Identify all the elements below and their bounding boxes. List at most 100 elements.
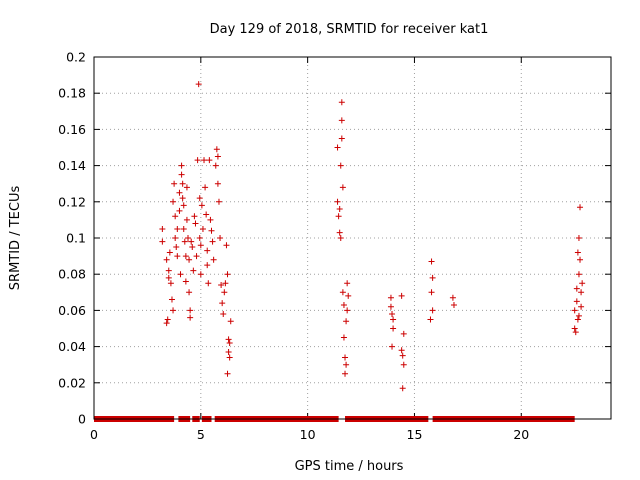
data-point bbox=[176, 207, 183, 214]
y-tick-label: 0 bbox=[78, 412, 86, 427]
data-point bbox=[191, 213, 198, 220]
data-point bbox=[338, 117, 345, 124]
data-point bbox=[187, 314, 194, 321]
data-point bbox=[176, 189, 183, 196]
data-point bbox=[339, 289, 346, 296]
data-point bbox=[183, 216, 190, 223]
data-point bbox=[174, 253, 181, 260]
data-point bbox=[193, 253, 200, 260]
chart-title: Day 129 of 2018, SRMTID for receiver kat… bbox=[210, 22, 489, 37]
y-tick-label: 0.06 bbox=[58, 303, 86, 318]
data-point bbox=[197, 242, 204, 249]
data-point bbox=[340, 301, 347, 308]
data-point bbox=[337, 162, 344, 169]
data-point bbox=[159, 238, 166, 245]
data-point bbox=[198, 202, 205, 209]
data-point bbox=[225, 349, 232, 356]
data-point bbox=[217, 235, 224, 241]
data-point bbox=[207, 216, 214, 223]
data-point bbox=[177, 271, 184, 278]
data-point bbox=[575, 312, 582, 319]
data-point bbox=[579, 280, 586, 287]
data-point bbox=[201, 157, 208, 164]
x-tick-label: 5 bbox=[197, 427, 205, 442]
data-point bbox=[575, 271, 582, 278]
data-point bbox=[165, 274, 172, 281]
data-point bbox=[220, 311, 227, 318]
grid bbox=[94, 57, 611, 419]
data-point bbox=[179, 195, 186, 202]
data-point bbox=[163, 256, 170, 263]
y-axis-label: SRMTID / TECUs bbox=[8, 186, 23, 291]
data-point bbox=[205, 280, 212, 287]
data-point bbox=[571, 307, 578, 314]
data-point bbox=[449, 294, 456, 301]
data-point bbox=[183, 184, 190, 191]
data-point bbox=[165, 267, 172, 274]
data-point bbox=[338, 99, 345, 106]
data-point bbox=[226, 339, 233, 346]
data-point bbox=[226, 354, 233, 361]
data-point bbox=[196, 235, 203, 241]
data-point bbox=[194, 157, 201, 164]
data-point bbox=[344, 307, 351, 314]
data-point bbox=[429, 274, 436, 281]
data-point bbox=[196, 195, 203, 202]
data-point bbox=[182, 253, 189, 260]
data-point bbox=[340, 334, 347, 341]
data-point bbox=[195, 81, 202, 88]
data-point bbox=[427, 316, 434, 323]
data-point bbox=[577, 256, 584, 263]
data-point bbox=[210, 256, 217, 263]
data-point bbox=[337, 235, 344, 241]
data-point bbox=[428, 258, 435, 265]
data-point bbox=[171, 180, 178, 187]
data-point bbox=[197, 271, 204, 278]
y-tick-label: 0.08 bbox=[58, 267, 86, 282]
data-point bbox=[215, 198, 222, 205]
data-point bbox=[178, 162, 185, 169]
y-tick-label: 0.02 bbox=[58, 375, 86, 390]
y-tick-label: 0.18 bbox=[58, 86, 86, 101]
data-point bbox=[159, 225, 166, 232]
data-point bbox=[429, 307, 436, 314]
data-point bbox=[209, 238, 216, 245]
ticks: 0 5 10 15 20 0 0.02 0.04 0.06 0.08 0.1 0.12 0.14 0.16… bbox=[58, 50, 611, 442]
data-point bbox=[389, 311, 396, 318]
data-point bbox=[339, 184, 346, 191]
data-point bbox=[450, 301, 457, 308]
data-point bbox=[345, 292, 352, 299]
data-point bbox=[578, 289, 585, 296]
data-point bbox=[180, 225, 187, 232]
data-point bbox=[398, 347, 405, 354]
data-point bbox=[199, 225, 206, 232]
data-point bbox=[572, 329, 579, 336]
data-point bbox=[573, 298, 580, 305]
data-point bbox=[398, 292, 405, 299]
data-point bbox=[334, 144, 341, 151]
data-point bbox=[400, 330, 407, 337]
data-point bbox=[180, 202, 187, 209]
data-point bbox=[343, 361, 350, 368]
y-tick-label: 0.2 bbox=[66, 50, 86, 65]
data-point bbox=[343, 318, 350, 325]
y-tick-label: 0.1 bbox=[66, 231, 86, 246]
data-point bbox=[202, 184, 209, 191]
data-point bbox=[172, 213, 179, 220]
data-point bbox=[213, 146, 220, 153]
data-point bbox=[573, 285, 580, 292]
data-point bbox=[174, 225, 181, 232]
y-tick-label: 0.14 bbox=[58, 158, 86, 173]
data-point bbox=[387, 294, 394, 301]
data-point bbox=[571, 325, 578, 332]
x-tick-label: 20 bbox=[513, 427, 529, 442]
data-point bbox=[342, 354, 349, 361]
data-point bbox=[225, 336, 232, 343]
x-tick-label: 0 bbox=[90, 427, 98, 442]
data-point bbox=[428, 289, 435, 296]
data-point bbox=[204, 262, 211, 269]
data-point bbox=[389, 343, 396, 350]
data-point bbox=[338, 135, 345, 142]
data-point bbox=[575, 235, 582, 241]
